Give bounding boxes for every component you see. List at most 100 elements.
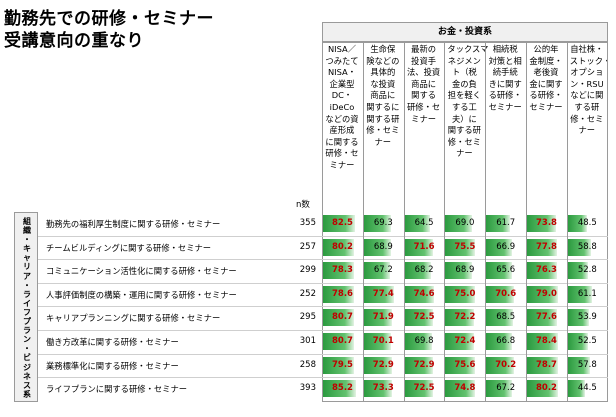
value-label: 65.6 [496,265,516,276]
column-header-5: 相続税 対策と相 続手続 きに関す る研修・ セミナー [488,44,522,112]
value-bar [445,285,475,303]
row-divider [38,235,608,237]
value-cell: 78.3 [323,262,362,280]
value-label: 78.4 [536,336,557,346]
value-cell: 70.6 [486,285,525,303]
value-label: 67.2 [373,265,393,276]
row-label: チームビルディングに関する研修・セミナー [46,242,212,253]
value-cell: 48.5 [567,215,607,232]
value-bar [445,309,474,327]
value-label: 72.5 [413,312,435,323]
value-label: 72.9 [413,359,435,370]
value-cell: 78.6 [323,285,362,303]
value-label: 66.9 [496,241,516,252]
value-label: 80.7 [332,312,353,323]
value-bar [527,356,558,374]
value-cell: 68.9 [445,262,484,280]
value-bar [404,356,434,374]
value-bar [363,333,392,350]
value-cell: 70.1 [363,333,403,350]
row-n-count: 393 [299,383,316,394]
row-n-count: 257 [299,241,316,252]
value-label: 79.0 [536,288,557,299]
value-label: 80.7 [332,336,353,346]
value-label: 67.2 [496,383,516,394]
value-cell: 72.4 [445,333,484,350]
value-cell: 72.5 [404,309,444,327]
value-cell: 75.0 [445,285,484,303]
row-n-count: 252 [299,288,316,299]
row-divider [38,259,608,261]
value-bar [323,356,354,374]
value-cell: 61.1 [567,285,607,303]
value-bar [486,356,514,374]
value-bar [445,215,473,232]
value-label: 69.0 [455,218,475,228]
value-cell: 75.5 [445,238,484,256]
value-cell: 85.2 [323,380,362,398]
value-label: 68.2 [414,265,434,276]
value-bar [445,333,474,350]
n-count-header: n数 [296,200,310,210]
value-bar [445,238,475,256]
value-cell: 71.9 [363,309,403,327]
value-cell: 72.5 [404,380,444,398]
value-bar [527,309,558,327]
value-cell: 66.9 [486,238,525,256]
value-label: 78.3 [332,265,353,276]
value-bar [567,238,591,256]
value-grid [322,42,608,402]
value-label: 57.8 [577,359,597,370]
value-bar [323,238,355,256]
value-label: 48.5 [577,218,597,228]
value-bar [363,262,390,280]
value-bar [363,238,391,256]
group-header: お金・投資系 [322,22,608,42]
value-cell: 53.9 [567,309,607,327]
value-bar [567,262,589,280]
value-label: 77.4 [372,288,394,299]
value-label: 72.5 [413,383,435,394]
row-n-count: 355 [299,218,316,228]
value-cell: 80.7 [323,309,362,327]
row-divider [38,330,608,331]
value-bar [404,333,432,350]
value-bar [486,262,512,280]
value-label: 73.3 [372,383,394,394]
value-cell: 72.2 [445,309,484,327]
value-label: 85.2 [332,383,353,394]
column-divider [403,42,405,402]
column-header-2: 生命保 険などの 具体的 な投資 商品に 関するに 関する研 修・セミ ナー [366,44,400,147]
value-label: 80.2 [332,241,353,252]
value-bar [323,215,356,232]
value-cell: 52.5 [567,333,607,350]
value-bar [445,262,473,280]
value-bar [404,238,433,256]
value-bar [486,215,511,232]
value-label: 52.8 [577,265,597,276]
value-cell: 74.6 [404,285,444,303]
value-bar [527,215,556,232]
value-label: 78.6 [332,288,353,299]
value-bar [323,309,355,327]
value-cell: 69.0 [445,215,484,232]
value-label: 77.6 [536,312,557,323]
column-divider [362,42,364,402]
value-label: 77.8 [536,241,557,252]
value-bar [323,262,354,280]
value-bar [567,309,589,327]
value-cell: 71.6 [404,238,444,256]
row-label: キャリアプランニングに関する研修・セミナー [46,313,221,324]
row-label: 働き方改革に関する研修・セミナー [46,337,179,347]
column-header-4: タックスマ ネジメン ト（税 金の負 担を軽く する工 夫）に 関する研 修・セ… [447,44,489,159]
value-cell: 44.5 [567,380,607,398]
chart-title: 勤務先での研修・セミナー 受講意向の重なり [4,8,214,52]
value-label: 71.9 [372,312,394,323]
value-bar [323,333,355,350]
value-label: 64.5 [414,218,434,228]
column-header-1: NISA／ つみたて NISA・ 企業型 DC・ iDeCo などの資 産形成 … [325,44,359,170]
value-cell: 72.9 [404,356,444,374]
row-divider [38,353,608,355]
value-cell: 74.8 [445,380,484,398]
row-label: 人事評価制度の構築・運用に関する研修・セミナー [46,289,237,300]
